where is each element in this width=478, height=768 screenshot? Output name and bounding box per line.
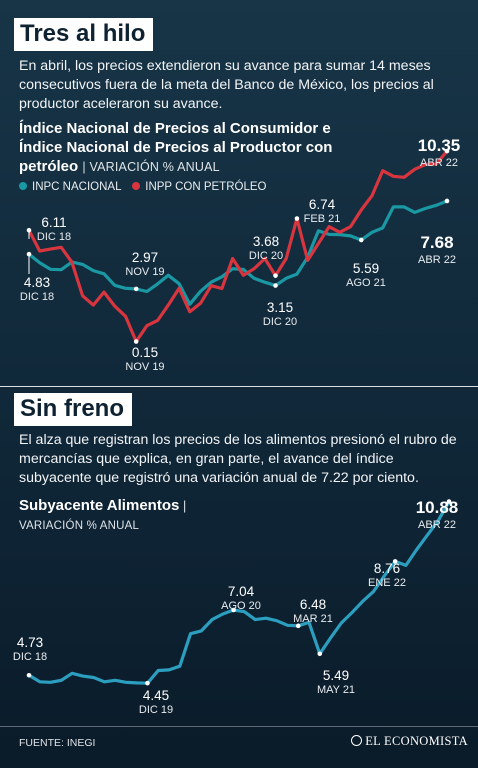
annotation-value: 10.35 xyxy=(418,136,461,155)
annotation-marker xyxy=(444,198,450,204)
annotation-marker xyxy=(273,273,278,278)
annotation-value: 6.74 xyxy=(309,197,336,212)
annotation-marker xyxy=(317,651,323,657)
annotation-date: FEB 21 xyxy=(304,213,341,225)
footer-divider xyxy=(0,726,478,727)
brand-name: EL ECONOMISTA xyxy=(365,734,468,748)
annotation-date: DIC 20 xyxy=(249,250,283,262)
brand-logo: EL ECONOMISTA xyxy=(351,734,468,749)
annotation-date: ABR 22 xyxy=(420,157,458,169)
legend-label-inpp: INPP CON PETRÓLEO xyxy=(145,181,267,193)
annotation-value: 6.48 xyxy=(300,597,326,612)
annotation-value: 3.15 xyxy=(267,300,293,315)
annotation-marker xyxy=(358,237,364,243)
annotation-marker xyxy=(273,283,278,288)
annotation-value: 6.11 xyxy=(41,215,66,230)
annotation-date: NOV 19 xyxy=(125,266,164,278)
annotation-date: MAY 21 xyxy=(317,684,355,696)
chart-2-unit: VARIACIÓN % ANUAL xyxy=(19,520,140,532)
chart-1-unit: VARIACIÓN % ANUAL xyxy=(89,160,220,174)
annotation-marker xyxy=(392,559,398,564)
annotation-value: 5.59 xyxy=(353,261,379,276)
annotation-value: 4.73 xyxy=(17,635,43,650)
annotation-value: 0.15 xyxy=(132,345,158,360)
legend-item-inpp: INPP CON PETRÓLEO xyxy=(132,181,266,193)
annotation-value: 7.04 xyxy=(228,584,255,599)
annotation-value: 10.88 xyxy=(416,498,459,517)
section-1-title: Tres al hilo xyxy=(14,18,154,51)
annotation-value: 2.97 xyxy=(132,250,158,265)
section-2-title: Sin freno xyxy=(14,393,133,426)
annotation-marker xyxy=(231,607,236,613)
annotation-date: DIC 18 xyxy=(13,651,47,663)
annotation-date: DIC 19 xyxy=(139,704,173,716)
annotation-marker xyxy=(295,623,301,629)
annotation-date: AGO 20 xyxy=(221,600,261,612)
series-line-0 xyxy=(27,499,451,685)
annotation-date: MAR 21 xyxy=(293,613,333,625)
series-line-1 xyxy=(27,149,449,344)
annotation-date: ABR 22 xyxy=(418,254,456,266)
annotation-date: NOV 19 xyxy=(125,361,164,373)
annotation-date: DIC 20 xyxy=(263,316,297,328)
annotation-date: DIC 18 xyxy=(20,291,54,303)
annotation-value: 5.49 xyxy=(323,668,349,683)
annotation-date: DIC 18 xyxy=(37,231,71,243)
annotation-value: 3.68 xyxy=(253,234,279,249)
chart-1-legend: INPC NACIONAL INPP CON PETRÓLEO xyxy=(19,181,266,193)
annotation-marker xyxy=(294,216,300,221)
legend-dot-inpp xyxy=(132,182,141,190)
annotation-date: ABR 22 xyxy=(418,519,456,531)
chart-2-separator: | xyxy=(179,499,187,513)
annotation-value: 8.76 xyxy=(374,561,400,576)
chart-2-title: Subyacente Alimentos xyxy=(19,497,180,514)
annotation-marker xyxy=(133,339,139,344)
chart-1-title-line-3: petróleo xyxy=(19,158,79,175)
legend-item-inpc: INPC NACIONAL xyxy=(19,181,121,193)
legend-label-inpc: INPC NACIONAL xyxy=(32,181,122,193)
section-2-paragraph: El alza que registran los precios de los… xyxy=(19,432,457,486)
annotation-marker xyxy=(133,286,139,292)
annotation-date: AGO 21 xyxy=(346,277,386,289)
annotation-marker xyxy=(26,672,32,678)
annotation-marker xyxy=(145,680,150,686)
annotation-marker xyxy=(444,148,450,154)
chart-2-heading: Subyacente Alimentos | VARIACIÓN % ANUAL xyxy=(19,496,459,536)
section-1-paragraph: En abril, los precios extendieron su ava… xyxy=(19,58,434,112)
chart-1-separator: | xyxy=(82,160,90,174)
annotation-date: ENE 22 xyxy=(368,577,406,589)
annotation-value: 4.83 xyxy=(24,275,50,290)
legend-dot-inpc xyxy=(19,182,27,190)
brand-icon xyxy=(351,735,363,746)
annotation-marker xyxy=(446,499,452,504)
annotation-value: 7.68 xyxy=(420,233,453,252)
chart-1-title-line-1: Índice Nacional de Precios al Consumidor… xyxy=(19,120,331,137)
section-divider xyxy=(0,386,478,387)
chart-1-title-line-2: Índice Nacional de Precios al Productor … xyxy=(19,139,333,156)
chart-1-heading: Índice Nacional de Precios al Consumidor… xyxy=(19,119,459,177)
annotation-value: 4.45 xyxy=(143,688,169,703)
source-note: FUENTE: INEGI xyxy=(19,737,96,749)
